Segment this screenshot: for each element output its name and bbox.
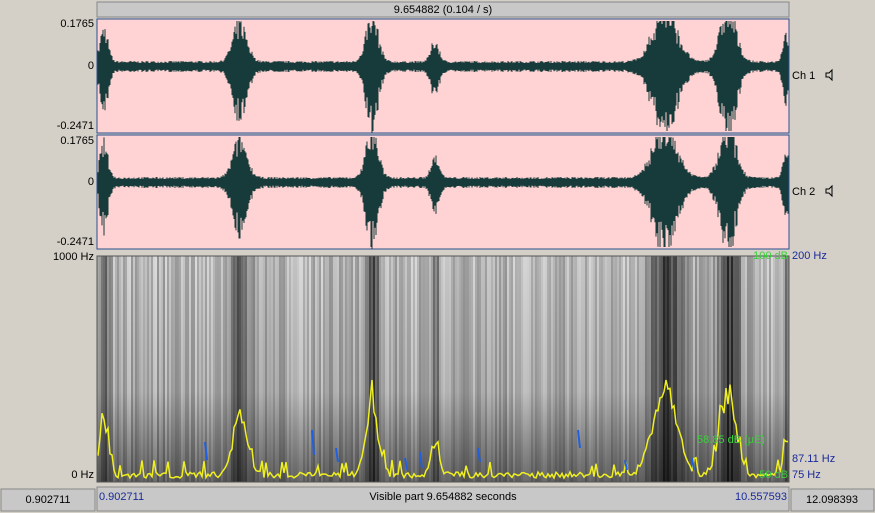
pitch-segment xyxy=(691,457,695,471)
freq-min: 0 Hz xyxy=(71,469,94,481)
pitch-segment xyxy=(311,429,315,456)
visible-label: Visible part 9.654882 seconds xyxy=(369,491,517,503)
intensity-max: 100 dB xyxy=(753,250,788,262)
amp-min: -0.2471 xyxy=(57,236,94,248)
total-start-button[interactable] xyxy=(0,488,96,512)
amp-max: 0.1765 xyxy=(60,18,94,30)
freq-max: 1000 Hz xyxy=(53,251,94,263)
waveform xyxy=(97,137,789,247)
intensity-value: 58.85 dB (μE) xyxy=(697,434,765,446)
amp-max: 0.1765 xyxy=(60,135,94,147)
total-start: 0.902711 xyxy=(25,494,70,506)
spectrogram-frame[interactable] xyxy=(96,255,790,483)
amp-zero: 0 xyxy=(88,176,94,188)
pitch-segment xyxy=(477,447,481,463)
channel-name[interactable]: Ch 2 xyxy=(792,186,815,198)
pitch-segment xyxy=(577,429,581,449)
speaker-icon[interactable] xyxy=(825,184,833,198)
top-bar[interactable] xyxy=(96,1,790,18)
total-end-button[interactable] xyxy=(790,488,875,512)
spectrogram-shade xyxy=(97,256,789,482)
pitch-segment xyxy=(204,441,208,461)
waveform xyxy=(97,21,789,131)
intensity-curve xyxy=(97,379,788,480)
pitch-intensity xyxy=(97,379,788,480)
visible-end: 10.557593 xyxy=(735,491,787,503)
channel-name[interactable]: Ch 1 xyxy=(792,70,815,82)
pitch-max: 200 Hz xyxy=(792,250,827,262)
waveforms xyxy=(97,21,789,249)
total-end: 12.098393 xyxy=(806,494,858,506)
amp-min: -0.2471 xyxy=(57,120,94,132)
pitch-segment xyxy=(335,447,339,463)
top-bar-text: 9.654882 (0.104 / s) xyxy=(394,4,492,16)
pitch-min: 75 Hz xyxy=(792,469,821,481)
speaker-icon[interactable] xyxy=(825,68,833,82)
intensity-min: 50 dB xyxy=(759,469,788,481)
pitch-segment xyxy=(624,459,628,471)
pitch-value: 87.11 Hz xyxy=(792,453,835,465)
pitch-segment xyxy=(419,451,423,469)
visible-bar[interactable] xyxy=(96,486,790,512)
amp-zero: 0 xyxy=(88,60,94,72)
visible-start: 0.902711 xyxy=(99,491,144,503)
pitch-segment xyxy=(404,457,408,471)
